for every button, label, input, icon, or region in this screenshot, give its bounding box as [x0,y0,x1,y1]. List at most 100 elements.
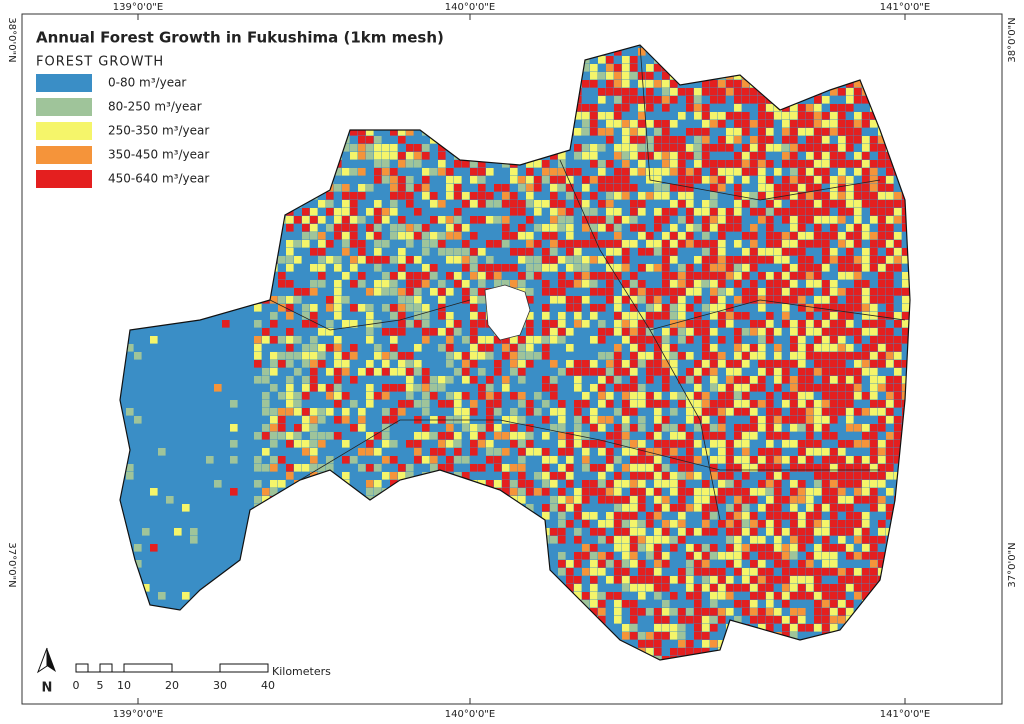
mesh-cell [822,504,830,512]
mesh-cell [670,280,678,288]
mesh-cell [718,608,726,616]
mesh-cell [894,448,902,456]
mesh-cell [646,456,654,464]
mesh-cell [286,392,294,400]
mesh-cell [790,176,798,184]
mesh-cell [622,248,630,256]
mesh-cell [622,144,630,152]
mesh-cell [486,200,494,208]
mesh-cell [814,336,822,344]
mesh-cell [838,104,846,112]
mesh-cell [630,520,638,528]
mesh-cell [382,152,390,160]
mesh-cell [846,264,854,272]
mesh-cell [558,320,566,328]
mesh-cell [894,432,902,440]
mesh-cell [654,616,662,624]
mesh-cell [686,488,694,496]
latitude-label: 38°0'0"N [1007,17,1018,62]
mesh-cell [718,208,726,216]
mesh-cell [806,592,814,600]
mesh-cell [598,320,606,328]
mesh-cell [806,352,814,360]
mesh-cell [750,200,758,208]
mesh-cell [502,216,510,224]
mesh-cell [806,152,814,160]
mesh-cell [638,440,646,448]
mesh-cell [670,408,678,416]
mesh-cell [750,512,758,520]
mesh-cell [782,248,790,256]
mesh-cell [574,200,582,208]
mesh-cell [606,184,614,192]
mesh-cell [574,320,582,328]
mesh-cell [750,168,758,176]
mesh-cell [798,496,806,504]
mesh-cell [886,304,894,312]
mesh-cell [886,344,894,352]
mesh-cell [590,240,598,248]
mesh-cell [838,264,846,272]
mesh-cell [806,568,814,576]
mesh-cell [726,160,734,168]
mesh-cell [638,80,646,88]
mesh-cell [278,392,286,400]
mesh-cell [862,288,870,296]
mesh-cell [598,552,606,560]
mesh-cell [422,368,430,376]
mesh-cell [862,232,870,240]
mesh-cell [366,288,374,296]
mesh-cell [614,352,622,360]
mesh-cell [574,440,582,448]
mesh-cell [734,480,742,488]
mesh-cell [670,480,678,488]
mesh-cell [806,160,814,168]
mesh-cell [662,240,670,248]
mesh-cell [790,464,798,472]
mesh-cell [854,584,862,592]
mesh-cell [630,72,638,80]
mesh-cell [766,432,774,440]
mesh-cell [830,488,838,496]
mesh-cell [662,552,670,560]
mesh-cell [742,472,750,480]
mesh-cell [694,88,702,96]
mesh-cell [302,208,310,216]
mesh-cell [726,216,734,224]
mesh-cell [846,136,854,144]
mesh-cell [870,360,878,368]
mesh-cell [750,256,758,264]
mesh-cell [646,144,654,152]
mesh-cell [374,448,382,456]
mesh-cell [638,384,646,392]
mesh-cell [350,144,358,152]
mesh-cell [638,456,646,464]
mesh-cell [654,432,662,440]
mesh-cell [326,384,334,392]
mesh-cell [622,160,630,168]
mesh-cell [662,576,670,584]
mesh-cell [302,376,310,384]
mesh-cell [766,112,774,120]
mesh-cell [846,88,854,96]
mesh-cell [766,528,774,536]
mesh-cell [334,304,342,312]
mesh-cell [510,280,518,288]
mesh-cell [374,208,382,216]
mesh-cell [838,184,846,192]
mesh-cell [734,544,742,552]
mesh-cell [446,320,454,328]
mesh-cell [686,544,694,552]
mesh-cell [350,200,358,208]
mesh-cell [470,288,478,296]
mesh-cell [294,256,302,264]
mesh-cell [878,448,886,456]
mesh-cell [774,576,782,584]
mesh-cell [806,240,814,248]
mesh-cell [646,536,654,544]
mesh-cell [822,168,830,176]
mesh-cell [758,544,766,552]
mesh-cell [270,368,278,376]
mesh-cell [646,152,654,160]
mesh-cell [766,448,774,456]
